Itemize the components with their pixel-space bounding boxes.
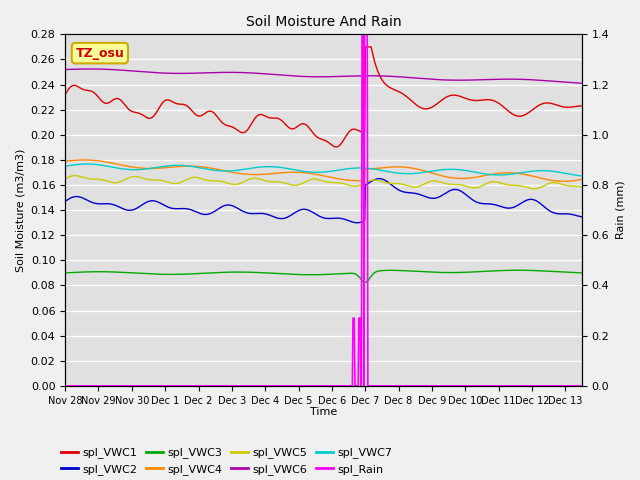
Y-axis label: Soil Moisture (m3/m3): Soil Moisture (m3/m3) xyxy=(15,148,25,272)
Title: Soil Moisture And Rain: Soil Moisture And Rain xyxy=(246,15,401,29)
Legend: spl_VWC1, spl_VWC2, spl_VWC3, spl_VWC4, spl_VWC5, spl_VWC6, spl_VWC7, spl_Rain, : spl_VWC1, spl_VWC2, spl_VWC3, spl_VWC4, … xyxy=(57,443,456,479)
Text: TZ_osu: TZ_osu xyxy=(76,47,124,60)
X-axis label: Time: Time xyxy=(310,407,337,417)
Y-axis label: Rain (mm): Rain (mm) xyxy=(615,181,625,240)
